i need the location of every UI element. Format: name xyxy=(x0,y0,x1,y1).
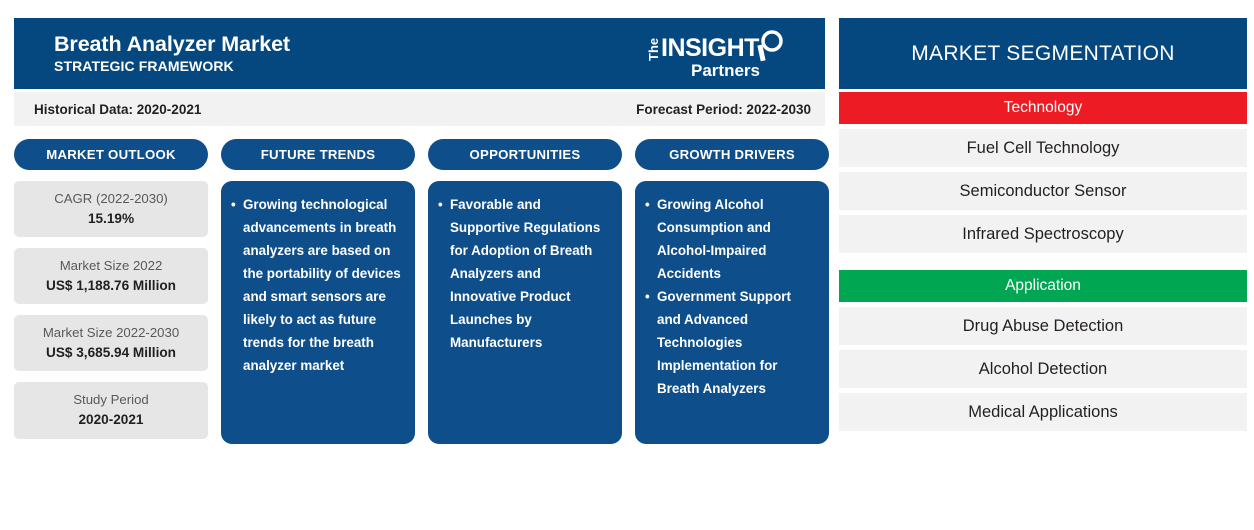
stat-label: Market Size 2022-2030 xyxy=(42,325,180,341)
stat-label: CAGR (2022-2030) xyxy=(54,191,168,206)
strategic-framework-panel: Breath Analyzer Market STRATEGIC FRAMEWO… xyxy=(14,18,829,444)
stat-value: 15.19% xyxy=(87,210,135,226)
header-bar: Breath Analyzer Market STRATEGIC FRAMEWO… xyxy=(14,18,825,89)
column-market-outlook: MARKET OUTLOOK CAGR (2022-2030) 15.19% M… xyxy=(14,139,208,444)
svg-text:INSIGHT: INSIGHT xyxy=(661,34,759,62)
stat-card-market-size-2022: Market Size 2022 US$ 1,188.76 Million xyxy=(14,248,208,305)
insight-partners-logo-icon: The INSIGHT Partners xyxy=(639,27,789,81)
pill-future-trends[interactable]: FUTURE TRENDS xyxy=(221,139,415,170)
stat-card-market-size-2022-2030: Market Size 2022-2030 US$ 3,685.94 Milli… xyxy=(14,315,208,372)
header-titles: Breath Analyzer Market STRATEGIC FRAMEWO… xyxy=(28,32,290,75)
forecast-period-label: Forecast Period: 2022-2030 xyxy=(636,101,811,117)
segment-item[interactable]: Alcohol Detection xyxy=(839,350,1247,388)
svg-text:The: The xyxy=(646,37,661,60)
stat-value: 2020-2021 xyxy=(78,412,144,428)
box-future-trends: Growing technological advancements in br… xyxy=(221,181,415,444)
pill-market-outlook[interactable]: MARKET OUTLOOK xyxy=(14,139,208,170)
stat-value: US$ 1,188.76 Million xyxy=(46,277,176,293)
segment-title-technology[interactable]: Technology xyxy=(839,92,1247,124)
list-item: Growing Alcohol Consumption and Alcohol-… xyxy=(645,193,817,285)
column-opportunities: OPPORTUNITIES Favorable and Supportive R… xyxy=(428,139,622,444)
segment-item[interactable]: Drug Abuse Detection xyxy=(839,307,1247,345)
box-opportunities: Favorable and Supportive Regulations for… xyxy=(428,181,622,444)
segmentation-title: MARKET SEGMENTATION xyxy=(839,18,1247,89)
segment-item[interactable]: Fuel Cell Technology xyxy=(839,129,1247,167)
framework-columns: MARKET OUTLOOK CAGR (2022-2030) 15.19% M… xyxy=(14,139,829,444)
pill-opportunities[interactable]: OPPORTUNITIES xyxy=(428,139,622,170)
bullet-list: Favorable and Supportive Regulations for… xyxy=(438,193,610,354)
historical-data-label: Historical Data: 2020-2021 xyxy=(34,101,202,117)
svg-text:Partners: Partners xyxy=(691,61,760,80)
segment-title-application[interactable]: Application xyxy=(839,270,1247,302)
bullet-list: Growing technological advancements in br… xyxy=(231,193,403,377)
stat-label: Market Size 2022 xyxy=(59,258,163,274)
list-item: Growing technological advancements in br… xyxy=(231,193,403,377)
segment-item[interactable]: Medical Applications xyxy=(839,393,1247,431)
segment-item[interactable]: Semiconductor Sensor xyxy=(839,172,1247,210)
segment-group-technology: Technology Fuel Cell Technology Semicond… xyxy=(839,92,1247,253)
segment-group-application: Application Drug Abuse Detection Alcohol… xyxy=(839,270,1247,431)
stat-card-cagr: CAGR (2022-2030) 15.19% xyxy=(14,181,208,238)
market-segmentation-panel: MARKET SEGMENTATION Technology Fuel Cell… xyxy=(839,18,1247,431)
pill-growth-drivers[interactable]: GROWTH DRIVERS xyxy=(635,139,829,170)
period-bar: Historical Data: 2020-2021 Forecast Peri… xyxy=(14,92,825,126)
list-item: Government Support and Advanced Technolo… xyxy=(645,285,817,400)
stat-value: US$ 3,685.94 Million xyxy=(46,345,176,361)
page-subtitle: STRATEGIC FRAMEWORK xyxy=(54,58,234,75)
bullet-list: Growing Alcohol Consumption and Alcohol-… xyxy=(645,193,817,400)
segment-item[interactable]: Infrared Spectroscopy xyxy=(839,215,1247,253)
column-growth-drivers: GROWTH DRIVERS Growing Alcohol Consumpti… xyxy=(635,139,829,444)
stat-card-study-period: Study Period 2020-2021 xyxy=(14,382,208,439)
box-growth-drivers: Growing Alcohol Consumption and Alcohol-… xyxy=(635,181,829,444)
stat-label: Study Period xyxy=(73,392,149,408)
column-future-trends: FUTURE TRENDS Growing technological adva… xyxy=(221,139,415,444)
list-item: Favorable and Supportive Regulations for… xyxy=(438,193,610,354)
page-title: Breath Analyzer Market xyxy=(54,32,290,57)
